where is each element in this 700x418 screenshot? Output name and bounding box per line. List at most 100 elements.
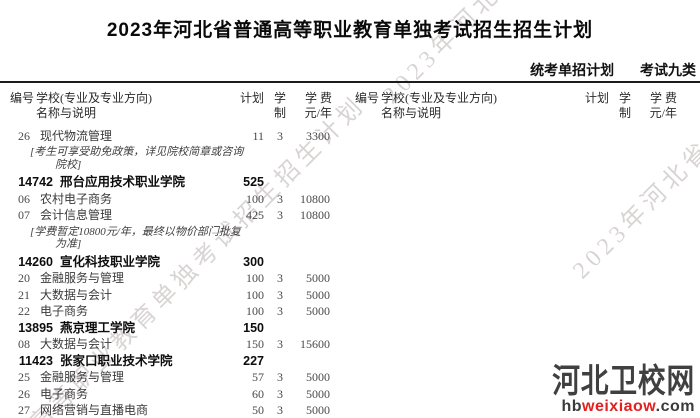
row-plan: 100 — [246, 287, 264, 302]
subtitle-plan-type: 统考单招计划 — [530, 62, 615, 78]
row-fee: 5000 — [306, 287, 330, 302]
table-area: 编号 学校(专业及专业方向) 名称与说明 计划 学制 学 费 元/年 26 现代物… — [8, 91, 677, 418]
row-fee: 5000 — [306, 403, 330, 418]
col-header-no: 编号 — [10, 91, 35, 105]
row-number: 27 — [18, 403, 30, 418]
col-header-name: 学校(专业及专业方向) 名称与说明 — [35, 91, 220, 121]
row-plan: 227 — [243, 353, 264, 368]
table-row-specialty: 06 农村电子商务 100 3 10800 — [8, 191, 332, 207]
table-row-specialty: 27 网络营销与直播电商 50 3 5000 — [8, 402, 332, 418]
row-name: 张家口职业技术学院 — [60, 353, 173, 368]
row-fee: 10800 — [300, 192, 330, 206]
table-row-note: [考生可享受助免政策，详见院校简章或咨询院校] — [8, 146, 332, 171]
table-row-specialty: 08 大数据与会计 150 3 15600 — [8, 336, 332, 352]
row-years: 3 — [277, 271, 283, 286]
row-fee: 5000 — [306, 271, 330, 286]
row-fee: 5000 — [306, 386, 330, 401]
table-row-specialty: 20 金融服务与管理 100 3 5000 — [8, 270, 332, 286]
row-note-text: [学费暂定10800元/年，最终以物价部门批复为准] — [30, 225, 241, 251]
col-header-name-line2: 名称与说明 — [36, 106, 97, 120]
table-row-school: 14742 邢台应用技术职业学院 525 — [8, 174, 332, 191]
col-header-plan: 计划 — [584, 91, 609, 105]
row-name: 会计信息管理 — [40, 208, 113, 223]
table-header-left: 编号 学校(专业及专业方向) 名称与说明 计划 学制 学 费 元/年 — [8, 91, 332, 121]
col-header-name-line2: 名称与说明 — [381, 106, 442, 120]
row-plan: 425 — [246, 208, 264, 223]
row-years: 3 — [277, 208, 283, 223]
logo-url-prefix: hb — [561, 398, 582, 415]
row-name: 燕京理工学院 — [60, 320, 136, 335]
row-note-text: [考生可享受助免政策，详见院校简章或咨询院校] — [30, 146, 244, 171]
row-name: 宣化科技职业学院 — [60, 254, 161, 269]
row-number: 11423 — [18, 353, 53, 368]
col-header-fee: 学 费 元/年 — [633, 91, 677, 121]
col-header-plan: 计划 — [239, 91, 264, 105]
table-row-school: 13895 燕京理工学院 150 — [8, 320, 332, 337]
table-body-left: 26 现代物流管理 11 3 3300 [考生可享受助免政策，详见院校简章或咨询院校] 14… — [8, 128, 332, 418]
row-years: 3 — [277, 192, 283, 206]
row-number: 07 — [18, 208, 30, 223]
row-name: 大数据与会计 — [40, 287, 113, 302]
col-header-name-line1: 学校(专业及专业方向) — [36, 91, 152, 105]
col-header-fee-line1: 学 费 — [304, 91, 332, 105]
row-fee: 10800 — [300, 208, 330, 223]
col-header-years: 学制 — [273, 91, 286, 120]
site-logo: 河北卫校网 hbweixiaow.com — [525, 364, 695, 416]
table-left: 编号 学校(专业及专业方向) 名称与说明 计划 学制 学 费 元/年 26 现代物… — [8, 91, 332, 418]
row-plan: 11 — [252, 129, 264, 143]
row-years: 3 — [277, 370, 283, 385]
row-name: 大数据与会计 — [40, 337, 113, 352]
col-header-years: 学制 — [618, 91, 631, 120]
row-years: 3 — [277, 403, 283, 418]
header-divider-line — [0, 81, 700, 83]
row-name: 金融服务与管理 — [40, 370, 125, 385]
row-plan: 525 — [243, 175, 264, 190]
logo-url-highlight: weixiaow — [582, 398, 656, 415]
table-row-school: 11423 张家口职业技术学院 227 — [8, 353, 332, 370]
row-name: 金融服务与管理 — [40, 271, 125, 286]
table-row-specialty: 21 大数据与会计 100 3 5000 — [8, 287, 332, 303]
row-number: 14260 — [18, 254, 53, 269]
row-number: 26 — [18, 129, 30, 143]
row-number: 25 — [18, 370, 30, 385]
row-years: 3 — [277, 304, 283, 319]
col-header-fee-line2: 元/年 — [649, 106, 677, 120]
table-row-specialty: 26 现代物流管理 11 3 3300 — [8, 128, 332, 144]
row-name: 现代物流管理 — [40, 129, 113, 143]
table-row-specialty: 22 电子商务 100 3 5000 — [8, 303, 332, 319]
table-row-specialty: 25 金融服务与管理 57 3 5000 — [8, 369, 332, 385]
row-fee: 15600 — [300, 337, 330, 352]
row-years: 3 — [277, 337, 283, 352]
table-right: 编号 学校(专业及专业方向) 名称与说明 计划 学制 学 费 元/年 — [353, 91, 677, 418]
row-plan: 100 — [246, 271, 264, 286]
row-number: 14742 — [18, 175, 53, 190]
col-header-fee: 学 费 元/年 — [288, 91, 332, 121]
page-title: 2023年河北省普通高等职业教育单独考试招生招生计划 — [106, 20, 594, 41]
row-number: 26 — [18, 386, 30, 401]
row-plan: 60 — [252, 386, 264, 401]
col-header-fee-line1: 学 费 — [649, 91, 677, 105]
row-number: 13895 — [18, 320, 53, 335]
row-fee: 5000 — [306, 304, 330, 319]
table-row-school: 14260 宣化科技职业学院 300 — [8, 254, 332, 271]
row-name: 邢台应用技术职业学院 — [60, 175, 186, 190]
table-row-note: [学费暂定10800元/年，最终以物价部门批复为准] — [8, 226, 332, 251]
row-plan: 150 — [246, 337, 264, 352]
col-header-fee-line2: 元/年 — [304, 106, 332, 120]
logo-url-suffix: .com — [655, 398, 695, 415]
row-number: 20 — [18, 271, 30, 286]
row-years: 3 — [277, 287, 283, 302]
logo-url: hbweixiaow.com — [525, 398, 695, 415]
row-fee: 5000 — [306, 370, 330, 385]
subtitle: 统考单招计划 考试九类 — [530, 60, 696, 80]
row-number: 06 — [18, 192, 30, 206]
row-name: 电子商务 — [40, 386, 89, 401]
col-header-name: 学校(专业及专业方向) 名称与说明 — [380, 91, 565, 121]
row-number: 08 — [18, 337, 30, 352]
row-name: 农村电子商务 — [40, 192, 113, 206]
col-header-name-line1: 学校(专业及专业方向) — [381, 91, 497, 105]
row-name: 电子商务 — [40, 304, 89, 319]
table-header-right: 编号 学校(专业及专业方向) 名称与说明 计划 学制 学 费 元/年 — [353, 91, 677, 121]
row-years: 3 — [277, 386, 283, 401]
table-row-specialty: 26 电子商务 60 3 5000 — [8, 386, 332, 402]
